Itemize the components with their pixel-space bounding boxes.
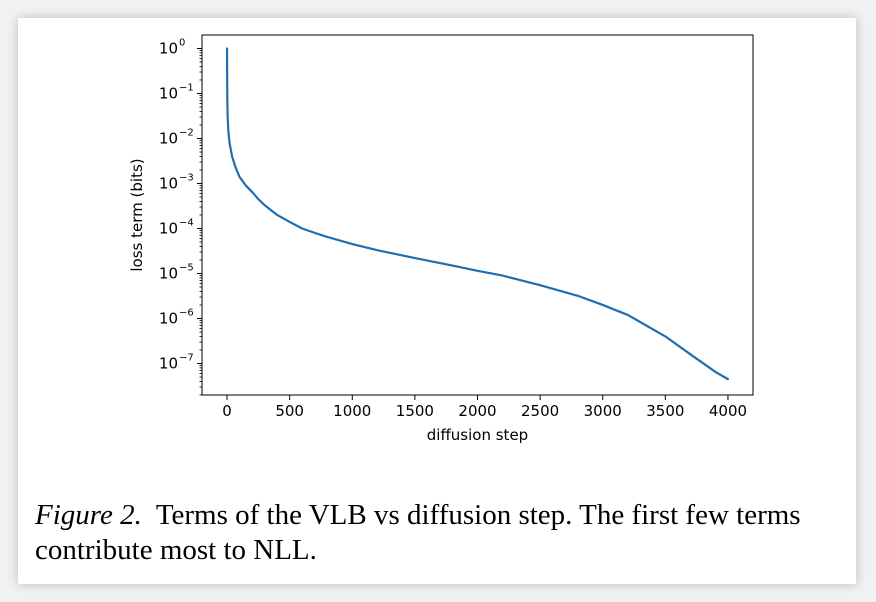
x-tick-label: 0 [222,402,232,420]
y-tick-label: 10 [159,220,178,238]
x-axis-label: diffusion step [427,426,528,444]
y-tick-exponent: −4 [179,218,194,229]
x-tick-label: 2500 [521,402,559,420]
y-tick-label: 10 [159,355,178,373]
figure-area: 0 500 1000 1500 2000 2500 3000 3500 4000 10 0 10 −1 1… [18,18,856,488]
y-tick-exponent: −6 [179,308,194,319]
x-tick-label: 4000 [709,402,747,420]
y-tick-exponent: −5 [179,263,194,274]
y-tick-exponent: −1 [179,83,194,94]
figure-caption: Figure 2. Terms of the VLB vs diffusion … [35,498,850,568]
x-tick-label: 3000 [584,402,622,420]
x-tick-label: 2000 [458,402,496,420]
y-tick-exponent: −2 [179,128,194,139]
y-tick-label: 10 [159,310,178,328]
x-tick-label: 1000 [333,402,371,420]
x-tick-label: 1500 [396,402,434,420]
y-tick-label: 10 [159,265,178,283]
caption-label: Figure 2. [35,499,142,531]
x-tick-label: 3500 [646,402,684,420]
x-tick-label: 500 [275,402,304,420]
caption-text: Terms of the VLB vs diffusion step. The … [35,499,801,566]
series-line [225,47,730,381]
y-tick-label: 10 [159,40,178,58]
y-tick-exponent: −3 [179,173,194,184]
y-tick-exponent: −7 [179,353,194,364]
y-tick-label: 10 [159,130,178,148]
plot-frame [201,34,754,396]
paper-page: 0 500 1000 1500 2000 2500 3000 3500 4000 10 0 10 −1 1… [18,18,856,584]
y-tick-label: 10 [159,85,178,103]
y-tick-label: 10 [159,175,178,193]
y-axis-label: loss term (bits) [128,158,146,271]
y-tick-exponent: 0 [179,38,185,49]
